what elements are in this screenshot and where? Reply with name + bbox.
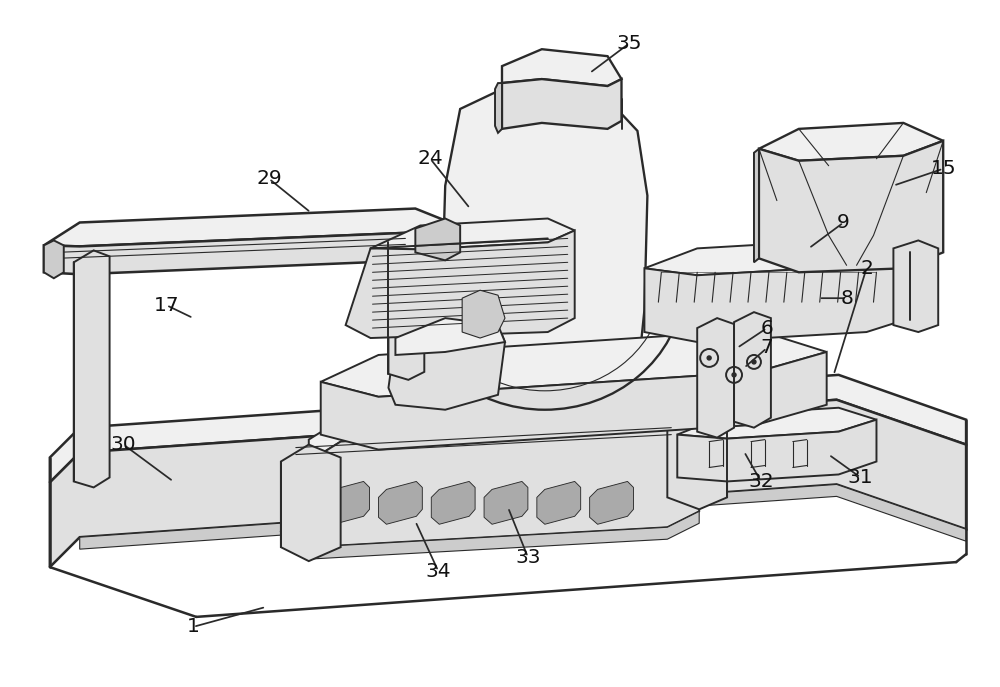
Polygon shape [754,149,759,262]
Polygon shape [80,484,966,549]
Polygon shape [893,240,938,332]
Polygon shape [667,412,727,509]
Polygon shape [388,232,424,380]
Text: 30: 30 [111,435,136,454]
Text: 6: 6 [761,319,773,337]
Polygon shape [44,221,445,274]
Polygon shape [442,86,647,420]
Polygon shape [371,218,575,249]
Text: 29: 29 [256,169,282,188]
Text: 9: 9 [837,213,850,232]
Polygon shape [321,330,827,397]
Text: 34: 34 [425,561,451,581]
Polygon shape [326,482,370,524]
Polygon shape [378,482,422,524]
Polygon shape [495,83,502,133]
Polygon shape [395,318,505,355]
Polygon shape [415,218,460,260]
Polygon shape [50,375,966,482]
Text: 35: 35 [617,34,642,53]
Text: 1: 1 [187,618,200,636]
Polygon shape [281,444,341,561]
Polygon shape [644,252,910,342]
Polygon shape [50,400,966,567]
Text: 7: 7 [761,339,773,357]
Polygon shape [346,230,575,338]
Text: 15: 15 [930,159,956,178]
Polygon shape [309,398,699,462]
Text: 33: 33 [515,548,541,567]
Text: 24: 24 [417,149,443,168]
Text: 2: 2 [860,259,873,278]
Polygon shape [74,250,110,487]
Text: 32: 32 [748,472,774,491]
Text: 31: 31 [848,468,873,487]
Polygon shape [537,482,581,524]
Polygon shape [462,290,505,338]
Polygon shape [759,123,943,161]
Polygon shape [281,420,699,547]
Circle shape [752,360,756,364]
Polygon shape [677,408,876,438]
Polygon shape [44,209,445,247]
Polygon shape [484,482,528,524]
Polygon shape [281,511,699,559]
Polygon shape [431,482,475,524]
Polygon shape [697,318,734,438]
Text: 8: 8 [840,289,853,308]
Polygon shape [502,49,622,86]
Circle shape [732,373,736,377]
Polygon shape [677,420,876,482]
Polygon shape [644,238,910,275]
Polygon shape [502,79,622,129]
Polygon shape [44,240,64,278]
Text: 17: 17 [154,295,179,315]
Polygon shape [759,141,943,272]
Polygon shape [734,312,771,428]
Polygon shape [590,482,633,524]
Polygon shape [321,352,827,449]
Circle shape [707,356,711,360]
Polygon shape [388,318,505,409]
